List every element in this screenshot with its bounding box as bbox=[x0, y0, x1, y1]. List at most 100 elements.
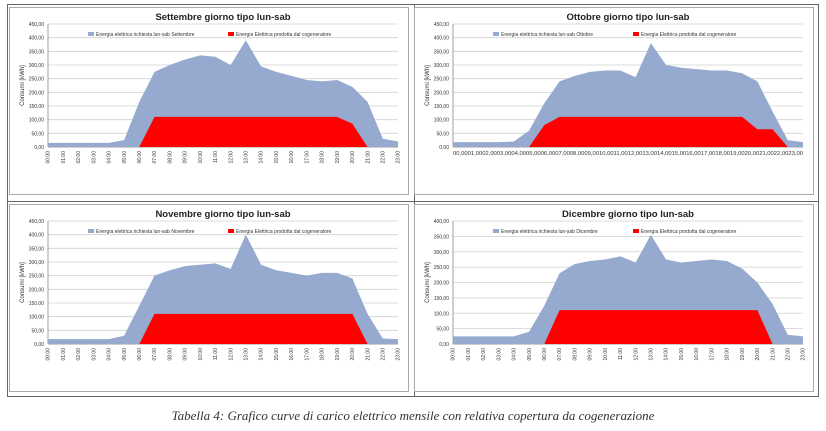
x-tick-label: 02:00 bbox=[76, 151, 82, 164]
legend-label: Energia Elettrica prodotta dal cogenerat… bbox=[641, 229, 737, 235]
y-tick-label: 350,00 bbox=[29, 49, 45, 55]
x-tick-label: 06:00 bbox=[137, 348, 143, 361]
x-tick-label: 17:00 bbox=[304, 348, 310, 361]
y-axis-title: Consumi [kWh] bbox=[425, 262, 431, 303]
x-tick-label: 08:00 bbox=[572, 348, 578, 361]
y-tick-label: 450,00 bbox=[29, 219, 45, 225]
x-tick-label: 01:00 bbox=[466, 348, 472, 361]
y-tick-label: 250,00 bbox=[434, 77, 450, 83]
x-tick-label: 12:00 bbox=[228, 151, 234, 164]
frame-divider-horizontal bbox=[8, 201, 818, 202]
x-tick-label: 05:00 bbox=[122, 348, 128, 361]
x-tick-label: 00:00 bbox=[451, 348, 457, 361]
legend-label: Energia Elettrica prodotta dal cogenerat… bbox=[236, 32, 332, 38]
legend-swatch bbox=[633, 32, 639, 36]
x-tick-label: 20:00 bbox=[350, 348, 356, 361]
x-tick-label: 16:00 bbox=[289, 151, 295, 164]
y-tick-label: 150,00 bbox=[29, 301, 45, 307]
x-tick-label: 15:00 bbox=[679, 348, 685, 361]
y-tick-label: 0,00 bbox=[439, 342, 449, 348]
x-tick-label: 01:00 bbox=[61, 348, 67, 361]
x-tick-label: 05:00 bbox=[122, 151, 128, 164]
x-tick-label: 19:00 bbox=[335, 348, 341, 361]
chart-title: Dicembre giorno tipo lun-sab bbox=[562, 209, 694, 220]
legend-swatch bbox=[88, 229, 94, 233]
x-tick-label: 16:00 bbox=[694, 348, 700, 361]
y-tick-label: 300,00 bbox=[29, 260, 45, 266]
y-tick-label: 300,00 bbox=[434, 250, 450, 256]
x-tick-label: 00:00 bbox=[46, 151, 52, 164]
y-tick-label: 150,00 bbox=[434, 296, 450, 302]
legend-label: Energia Elettrica prodotta dal cogenerat… bbox=[236, 229, 332, 235]
x-tick-label: 10:00 bbox=[198, 151, 204, 164]
x-tick-label: 11:00 bbox=[213, 151, 219, 163]
x-tick-label: 01:00 bbox=[61, 151, 67, 164]
x-tick-label: 10:00 bbox=[603, 348, 609, 361]
x-tick-label: 13:00 bbox=[244, 151, 250, 164]
y-tick-label: 200,00 bbox=[29, 287, 45, 293]
y-tick-label: 250,00 bbox=[29, 77, 45, 83]
y-axis-title: Consumi [kWh] bbox=[20, 262, 26, 303]
legend-swatch bbox=[88, 32, 94, 36]
x-tick-label: 03:00 bbox=[91, 348, 97, 361]
chart-svg: 0,00 50,00 100,00 150,00 200,00 250,00 300,00 3… bbox=[20, 12, 402, 164]
x-tick-label: 04:00 bbox=[107, 151, 113, 164]
y-tick-label: 350,00 bbox=[434, 49, 450, 55]
y-tick-label: 300,00 bbox=[434, 63, 450, 69]
y-tick-label: 400,00 bbox=[29, 36, 45, 42]
x-tick-label: 13:00 bbox=[244, 348, 250, 361]
x-tick-label: 08:00 bbox=[167, 348, 173, 361]
y-tick-label: 100,00 bbox=[434, 118, 450, 124]
series-area-cogeneration bbox=[48, 313, 398, 344]
x-tick-label: 18:00 bbox=[320, 151, 326, 164]
y-tick-label: 250,00 bbox=[434, 265, 450, 271]
x-tick-label: 13:00 bbox=[649, 348, 655, 361]
x-tick-label: 06:00 bbox=[542, 348, 548, 361]
x-tick-label: 04:00 bbox=[107, 348, 113, 361]
x-tick-label: 15:00 bbox=[274, 151, 280, 164]
x-tick-label: 21:00 bbox=[365, 151, 371, 164]
legend-swatch bbox=[633, 229, 639, 233]
y-tick-label: 50,00 bbox=[31, 131, 44, 137]
x-tick-label: 22:00 bbox=[380, 151, 386, 164]
legend-swatch bbox=[493, 229, 499, 233]
y-tick-label: 150,00 bbox=[434, 104, 450, 110]
legend-label: Energia Elettrica prodotta dal cogenerat… bbox=[641, 32, 737, 38]
y-tick-label: 0,00 bbox=[439, 145, 449, 151]
y-tick-label: 100,00 bbox=[434, 311, 450, 317]
x-tick-label: 07:00 bbox=[152, 348, 158, 361]
x-tick-label: 14:00 bbox=[664, 348, 670, 361]
y-tick-label: 100,00 bbox=[29, 315, 45, 321]
x-tick-label: 16:00 bbox=[289, 348, 295, 361]
y-tick-label: 350,00 bbox=[434, 234, 450, 240]
y-axis-title: Consumi [kWh] bbox=[425, 65, 431, 106]
y-tick-label: 50,00 bbox=[436, 131, 449, 137]
x-tick-label: 00:00 bbox=[46, 348, 52, 361]
x-tick-label: 21:00 bbox=[365, 348, 371, 361]
series-area-cogeneration bbox=[48, 116, 398, 147]
x-tick-label: 14:00 bbox=[259, 151, 265, 164]
chart-title: Ottobre giorno tipo lun-sab bbox=[567, 12, 690, 23]
y-tick-label: 0,00 bbox=[34, 145, 44, 151]
x-tick-label: 14:00 bbox=[259, 348, 265, 361]
x-tick-label: 20:00 bbox=[350, 151, 356, 164]
legend-label: Energia elettrica richiesta lun-sab Nove… bbox=[96, 229, 195, 235]
x-tick-label: 03:00 bbox=[496, 348, 502, 361]
x-tick-label: 09:00 bbox=[183, 348, 189, 361]
y-tick-label: 0,00 bbox=[34, 342, 44, 348]
y-tick-label: 350,00 bbox=[29, 246, 45, 252]
y-tick-label: 200,00 bbox=[434, 90, 450, 96]
legend-label: Energia elettrica richiesta lun-sab Sett… bbox=[96, 32, 195, 38]
y-tick-label: 450,00 bbox=[29, 22, 45, 28]
x-tick-label: 07:00 bbox=[557, 348, 563, 361]
chart-title: Novembre giorno tipo lun-sab bbox=[155, 209, 290, 220]
chart-title: Settembre giorno tipo lun-sab bbox=[155, 12, 290, 23]
y-tick-label: 300,00 bbox=[29, 63, 45, 69]
x-tick-label: 21:00 bbox=[770, 348, 776, 361]
x-tick-label: 19:00 bbox=[740, 348, 746, 361]
series-area-cogeneration bbox=[453, 116, 803, 147]
x-tick-label: 22:00 bbox=[785, 348, 791, 361]
x-tick-labels: 00,0001,0002,0003,0004,0005,0006,0007,00… bbox=[453, 151, 803, 157]
chart-panel-dicembre: 0,00 50,00 100,00 150,00 200,00 250,00 300,00 3… bbox=[414, 204, 814, 392]
x-tick-label: 22:00 bbox=[380, 348, 386, 361]
